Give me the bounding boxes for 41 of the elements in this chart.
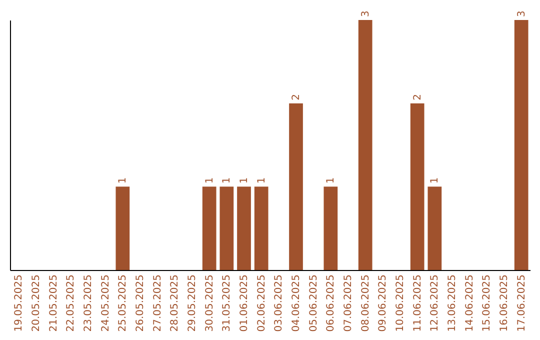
data-label: 1	[118, 177, 129, 184]
data-label: 1	[430, 177, 441, 184]
x-tick-label: 30.05.2025	[204, 274, 216, 332]
x-tick-label: 14.06.2025	[464, 274, 476, 332]
x-tick-label: 29.05.2025	[187, 274, 198, 332]
x-tick-label: 06.06.2025	[326, 274, 337, 332]
x-tick-label: 01.06.2025	[239, 274, 250, 332]
data-label: 1	[256, 177, 268, 184]
x-tick-label: 19.05.2025	[14, 274, 25, 332]
data-label: 3	[516, 10, 528, 17]
x-tick-label: 08.06.2025	[360, 274, 372, 332]
x-tick-label: 04.06.2025	[291, 274, 302, 332]
x-tick-label: 31.05.2025	[222, 274, 233, 332]
x-tick-label: 02.06.2025	[256, 274, 268, 332]
x-tick-label: 12.06.2025	[430, 274, 441, 332]
data-label: 1	[326, 177, 337, 184]
x-tick-label: 11.06.2025	[412, 274, 424, 332]
data-label: 1	[222, 177, 233, 184]
data-label: 2	[412, 94, 424, 100]
x-tick-label: 17.06.2025	[516, 274, 528, 332]
x-tick-label: 23.05.2025	[83, 274, 94, 332]
x-tick-label: 24.05.2025	[100, 274, 112, 332]
x-tick-label: 13.06.2025	[447, 274, 458, 332]
x-tick-label: 10.06.2025	[395, 274, 406, 332]
data-label: 1	[204, 177, 216, 184]
data-label: 3	[360, 10, 372, 17]
data-label: 2	[291, 94, 302, 100]
x-tick-label: 25.05.2025	[118, 274, 129, 332]
data-label: 1	[239, 177, 250, 184]
x-tick-label: 03.06.2025	[274, 274, 285, 332]
x-tick-label: 09.06.2025	[378, 274, 389, 332]
x-tick-label: 07.06.2025	[343, 274, 354, 332]
x-tick-label: 05.06.2025	[308, 274, 320, 332]
x-tick-label: 28.05.2025	[170, 274, 181, 332]
x-tick-label: 26.05.2025	[135, 274, 146, 332]
x-tick-label: 20.05.2025	[31, 274, 42, 332]
x-tick-label: 22.05.2025	[66, 274, 77, 332]
x-tick-label: 15.06.2025	[482, 274, 493, 332]
x-tick-label: 21.05.2025	[48, 274, 60, 332]
x-tick-label: 16.06.2025	[499, 274, 510, 332]
x-tick-label: 27.05.2025	[152, 274, 164, 332]
